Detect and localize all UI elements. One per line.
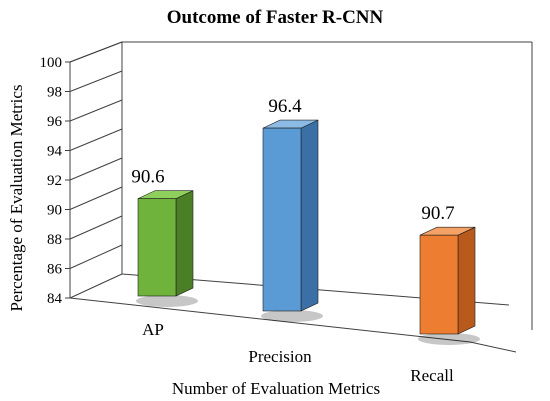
y-tick-label: 92 xyxy=(47,173,62,189)
y-gridline-sidewall xyxy=(69,215,123,240)
x-category-label: AP xyxy=(142,320,164,339)
y-tick-label: 98 xyxy=(47,85,62,101)
y-tick-label: 90 xyxy=(47,203,62,219)
y-gridline-sidewall xyxy=(69,273,123,299)
y-gridline-sidewall xyxy=(69,41,123,63)
x-category-label: Precision xyxy=(248,347,312,366)
x-axis-categories: AP Precision Recall xyxy=(142,320,454,385)
chart-title: Outcome of Faster R-CNN xyxy=(167,7,384,28)
y-gridline-sidewall xyxy=(69,244,123,269)
bar-value-label: 90.7 xyxy=(421,203,454,224)
floor-right-edge xyxy=(469,341,517,353)
y-tick-label: 96 xyxy=(47,114,63,130)
bar-shadow xyxy=(418,333,480,345)
y-tick-label: 94 xyxy=(47,144,63,160)
y-gridline-sidewall xyxy=(69,128,123,151)
y-tick-label: 100 xyxy=(40,55,63,71)
bar-front-face xyxy=(419,234,459,335)
floor-front-edge xyxy=(69,297,471,343)
bar-side-face xyxy=(457,226,476,335)
x-axis-label: Number of Evaluation Metrics xyxy=(172,379,380,398)
y-axis-ticks: 84 86 88 90 92 94 96 98 100 xyxy=(40,41,123,307)
y-axis-label: Percentage of Evaluation Metrics xyxy=(7,84,26,311)
bars: 90.6 96.4 90.7 xyxy=(131,96,480,345)
bar-shadow xyxy=(261,310,323,322)
y-gridline-sidewall xyxy=(69,70,123,92)
bar-side-face xyxy=(300,119,319,312)
bar-front-face xyxy=(137,198,177,297)
bar-value-label: 90.6 xyxy=(131,167,164,188)
y-gridline-sidewall xyxy=(69,99,123,122)
y-tick-label: 88 xyxy=(47,232,62,248)
y-tick-label: 86 xyxy=(47,262,63,278)
bar-front-face xyxy=(262,127,302,312)
bar-value-label: 96.4 xyxy=(268,96,302,117)
y-gridline-sidewall xyxy=(69,157,123,181)
x-category-label: Recall xyxy=(410,366,454,385)
y-gridline-sidewall xyxy=(69,186,123,210)
y-tick-label: 84 xyxy=(47,291,63,307)
bar-side-face xyxy=(175,190,194,297)
bar-shadow xyxy=(136,295,198,307)
